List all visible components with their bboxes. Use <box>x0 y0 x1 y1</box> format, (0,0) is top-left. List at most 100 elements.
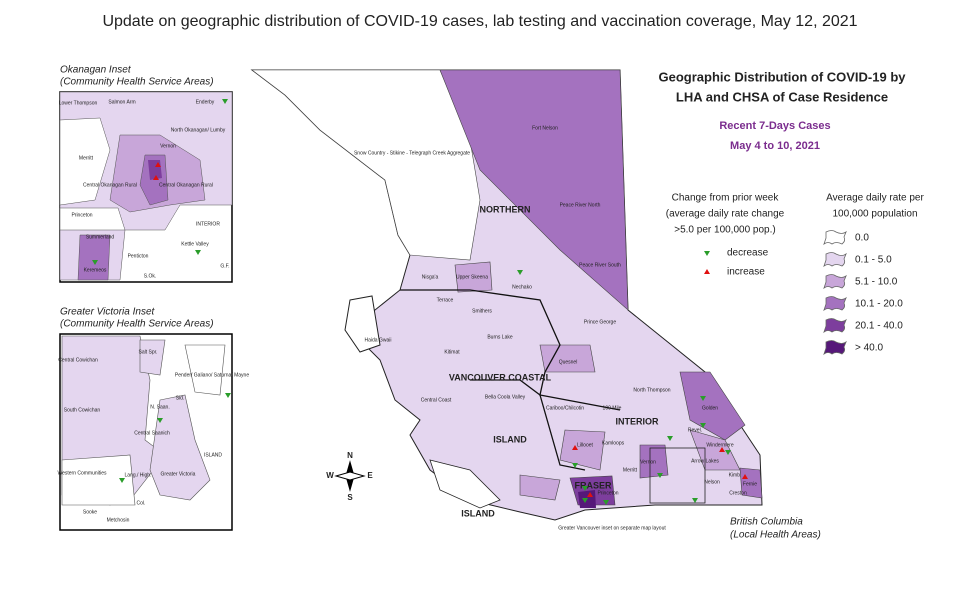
trend-marker <box>157 418 163 423</box>
inset-label: Central Okanagan Rural <box>83 182 137 188</box>
trend-marker <box>704 269 710 274</box>
legend-swatch <box>823 230 847 246</box>
place-label: Upper Skeena <box>456 274 488 280</box>
page-title: Update on geographic distribution of COV… <box>102 13 857 30</box>
place-label: Peace River South <box>579 262 621 268</box>
inset-label: ISLAND <box>204 452 222 458</box>
compass-label: E <box>367 471 373 480</box>
place-label: Kimb. <box>729 472 742 478</box>
inset-label: Kettle Valley <box>181 241 209 247</box>
place-label: Central Coast <box>421 397 452 403</box>
inset-label: Central Saanich <box>134 430 170 436</box>
compass-label: W <box>326 471 334 480</box>
place-label: Terrace <box>437 297 454 303</box>
trend-marker <box>582 486 588 491</box>
inset-label: Salt Spr. <box>139 349 158 355</box>
place-label: Snow Country - Stikine - Telegraph Creek… <box>354 150 470 156</box>
inset-label: North Okanagan/ Lumby <box>171 127 226 133</box>
inset-label: N. Saan. <box>150 404 169 410</box>
inset-label: Keremeos <box>84 267 107 273</box>
trend-marker <box>667 436 673 441</box>
trend-marker <box>517 270 523 275</box>
legend-title: >5.0 per 100,000 pop.) <box>674 225 775 236</box>
place-label: Golden <box>702 405 718 411</box>
place-label: Kamloops <box>602 440 625 446</box>
region-label: NORTHERN <box>480 204 531 214</box>
inset-title: (Community Health Service Areas) <box>60 77 214 88</box>
place-label: Fernie <box>743 481 757 487</box>
compass <box>334 460 366 492</box>
okanagan-inset <box>59 91 233 283</box>
inset-title: Greater Victoria Inset <box>60 307 156 318</box>
trend-marker <box>657 473 663 478</box>
place-label: Peace River North <box>560 202 601 208</box>
place-label: Merritt <box>623 467 638 473</box>
inset-label: Sid. <box>176 395 185 401</box>
trend-marker <box>195 250 201 255</box>
inset-label: Western Communities <box>57 470 107 476</box>
region-label: FRASER <box>574 480 612 490</box>
trend-marker <box>572 463 578 468</box>
trend-marker <box>719 447 725 452</box>
inset-label: South Cowichan <box>64 407 101 413</box>
legend-title: (average daily rate change <box>666 209 785 220</box>
bc-map <box>250 69 763 521</box>
inset-label: Vernon <box>160 143 176 149</box>
place-label: 100 Mile <box>603 405 622 411</box>
place-label: Nelson <box>704 479 720 485</box>
place-label: Cariboo/Chilcotin <box>546 405 584 411</box>
place-label: Princeton <box>597 490 618 496</box>
place-label: Haida Gwaii <box>365 337 392 343</box>
legend-label: 5.1 - 10.0 <box>855 277 898 288</box>
region-label: VANCOUVER COASTAL <box>449 372 552 382</box>
map-title: Geographic Distribution of COVID-19 by <box>658 69 906 84</box>
place-label: Greater Vancouver inset on separate map … <box>558 525 666 531</box>
place-label: North Thompson <box>633 387 670 393</box>
legend-title: 100,000 population <box>832 209 917 220</box>
region-label: INTERIOR <box>615 416 659 426</box>
place-label: Fort Nelson <box>532 125 558 131</box>
trend-marker <box>603 500 609 505</box>
legend-label: 20.1 - 40.0 <box>855 321 903 332</box>
trend-marker <box>155 162 161 167</box>
legend-title: Change from prior week <box>672 193 780 204</box>
inset-title: (Community Health Service Areas) <box>60 319 214 330</box>
map-caption: British Columbia <box>730 517 803 528</box>
place-label: Creston <box>729 490 747 496</box>
compass-label: S <box>347 493 353 502</box>
inset-label: Lower Thompson <box>59 100 98 106</box>
trend-marker <box>572 445 578 450</box>
legend-swatch <box>823 318 847 334</box>
trend-marker <box>742 474 748 479</box>
region-label: ISLAND <box>493 434 527 444</box>
inset-label: Central Okanagan Rural <box>159 182 213 188</box>
inset-label: Enderby <box>196 99 215 105</box>
inset-label: Sooke <box>83 509 97 515</box>
legend-swatch <box>823 274 847 290</box>
place-label: Nechako <box>512 284 532 290</box>
place-label: Revel. <box>688 427 702 433</box>
place-label: Burns Lake <box>487 334 513 340</box>
inset-label: Summerland <box>86 234 115 240</box>
trend-marker <box>692 498 698 503</box>
legend-label: 10.1 - 20.0 <box>855 299 903 310</box>
inset-label: Salmon Arm <box>108 99 135 105</box>
inset-label: Col. <box>137 500 146 506</box>
inset-label: Greater Victoria <box>161 471 196 477</box>
inset-label: Metchosin <box>107 517 130 523</box>
inset-title: Okanagan Inset <box>60 65 132 76</box>
map-period: May 4 to 10, 2021 <box>730 140 820 152</box>
inset-label: Princeton <box>71 212 92 218</box>
place-label: Lillooet <box>577 442 593 448</box>
trend-marker <box>725 450 731 455</box>
region-label: ISLAND <box>461 508 495 518</box>
inset-label: Central Cowichan <box>58 357 98 363</box>
legend-label: 0.0 <box>855 233 869 244</box>
legend-label: > 40.0 <box>855 343 884 354</box>
place-label: Vernon <box>640 459 656 465</box>
legend-label: increase <box>727 267 765 278</box>
map-subtitle: Recent 7-Days Cases <box>719 120 830 132</box>
place-label: Kitimat <box>444 349 460 355</box>
trend-marker <box>225 393 231 398</box>
